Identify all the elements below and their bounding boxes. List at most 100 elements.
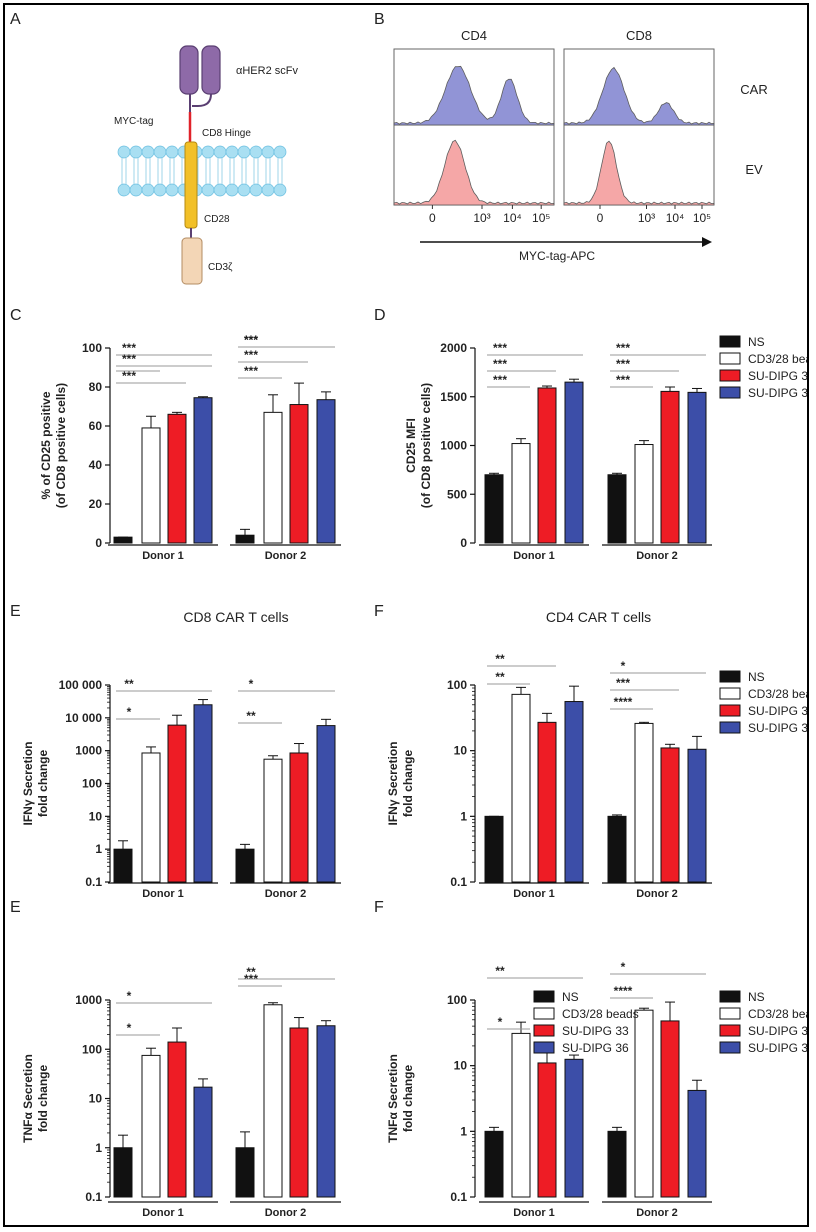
y-tick-label: 1 bbox=[95, 842, 102, 856]
bar-ns bbox=[235, 1147, 255, 1198]
y-axis-label: TNFα Secretion bbox=[386, 1054, 400, 1143]
chart-5: 0.1 1 10 100 TNFα Secretion fold change Donor … bbox=[386, 960, 712, 1219]
legend-label: CD3/28 beads bbox=[748, 1007, 807, 1021]
flow-plot-frame bbox=[393, 124, 555, 206]
bar-su-dipg-36 bbox=[687, 748, 707, 883]
chart-1: 0 500 1000 1500 2000 CD25 MFI (of CD8 positive… bbox=[404, 341, 712, 562]
lipid-head bbox=[153, 183, 167, 197]
panel-letter-c: C bbox=[10, 307, 22, 324]
bar-ns bbox=[484, 1130, 504, 1198]
donor-label: Donor 2 bbox=[265, 1207, 307, 1219]
legend-label: NS bbox=[748, 335, 765, 349]
bar-su-dipg-33 bbox=[537, 721, 557, 883]
legend-label: SU-DIPG 36 bbox=[748, 721, 807, 735]
y-axis-label: fold change bbox=[401, 750, 415, 818]
y-tick-label: 0.1 bbox=[85, 875, 102, 889]
bar-cd3-28-beads bbox=[634, 444, 654, 544]
flow-plot-frame bbox=[563, 48, 715, 126]
chart-2: 0.1 1 10 100 1000 10 000 100 000 IFNγ Secretion… bbox=[21, 609, 341, 900]
y-tick-label: 0.1 bbox=[85, 1190, 102, 1204]
chart-0: 0 20 40 60 80 100 % of CD25 positive (of CD8 po… bbox=[39, 333, 341, 562]
y-tick-label: 1 bbox=[95, 1141, 102, 1155]
flow-panel: CD4 CD8 CAR EV 0 10³ 10⁴ 10⁵ 0 10³ 10⁴ 10⁵ MYC-tag-A… bbox=[393, 28, 768, 263]
flow-column-label: CD8 bbox=[626, 28, 652, 43]
legend-swatch bbox=[533, 1024, 555, 1037]
bar-cd3-28-beads bbox=[634, 722, 654, 883]
y-tick-label: 80 bbox=[89, 380, 103, 394]
significance-label: * bbox=[621, 659, 626, 673]
lipid-head bbox=[165, 145, 179, 159]
legend-swatch bbox=[719, 704, 741, 717]
y-tick-label: 10 000 bbox=[65, 711, 102, 725]
legend-label: SU-DIPG 33 bbox=[748, 369, 807, 383]
y-tick-label: 100 bbox=[82, 777, 102, 791]
y-axis-label: CD25 MFI bbox=[404, 418, 418, 473]
donor-label: Donor 2 bbox=[265, 550, 307, 562]
bar-ns bbox=[235, 534, 255, 544]
flow-tick-label: 0 bbox=[597, 211, 604, 225]
significance-label: *** bbox=[244, 333, 258, 347]
scfv-label: αHER2 scFv bbox=[236, 65, 298, 77]
bar-su-dipg-33 bbox=[289, 1027, 309, 1198]
legend-label: SU-DIPG 36 bbox=[562, 1041, 629, 1055]
bar-su-dipg-33 bbox=[289, 752, 309, 883]
y-tick-label: 10 bbox=[454, 744, 468, 758]
legend-label: SU-DIPG 33 bbox=[748, 704, 807, 718]
car-histogram-cd8 bbox=[563, 66, 715, 126]
flow-tick-label: 10⁴ bbox=[503, 211, 522, 225]
lipid-head bbox=[117, 145, 131, 159]
significance-label: * bbox=[127, 989, 132, 1003]
legend-label: SU-DIPG 33 bbox=[562, 1024, 629, 1038]
y-tick-label: 1500 bbox=[440, 390, 467, 404]
legend-swatch bbox=[719, 687, 741, 700]
significance-label: * bbox=[127, 1021, 132, 1035]
y-tick-label: 100 bbox=[447, 678, 467, 692]
bar-ns bbox=[113, 848, 133, 883]
significance-label: *** bbox=[493, 357, 507, 371]
y-tick-label: 1000 bbox=[75, 744, 102, 758]
bar-ns bbox=[235, 848, 255, 883]
lipid-head bbox=[141, 145, 155, 159]
bar-cd3-28-beads bbox=[263, 1004, 283, 1198]
significance-label: *** bbox=[122, 369, 136, 383]
significance-label: *** bbox=[616, 676, 630, 690]
significance-label: *** bbox=[493, 341, 507, 355]
y-axis-label: fold change bbox=[36, 750, 50, 818]
donor-label: Donor 1 bbox=[513, 1207, 555, 1219]
donor-label: Donor 2 bbox=[265, 888, 307, 900]
lipid-head bbox=[117, 183, 131, 197]
y-axis-label: IFNγ Secretion bbox=[386, 741, 400, 825]
bar-su-dipg-33 bbox=[289, 404, 309, 544]
car-histogram-cd4 bbox=[393, 65, 555, 126]
scfv-linker bbox=[192, 93, 212, 107]
donor-label: Donor 1 bbox=[513, 888, 555, 900]
donor-label: Donor 1 bbox=[142, 550, 184, 562]
significance-label: *** bbox=[616, 357, 630, 371]
legend-swatch bbox=[533, 1007, 555, 1020]
bar-su-dipg-36 bbox=[687, 1089, 707, 1198]
panel-letter-f: F bbox=[374, 603, 384, 620]
y-tick-label: 1 bbox=[460, 809, 467, 823]
lipid-head bbox=[129, 183, 143, 197]
legend-swatch bbox=[719, 721, 741, 734]
panel-letter-b: B bbox=[374, 11, 385, 28]
hinge-label: CD8 Hinge bbox=[202, 128, 251, 139]
legend-label: CD3/28 beads bbox=[562, 1007, 639, 1021]
lipid-head bbox=[201, 183, 215, 197]
bar-su-dipg-36 bbox=[564, 381, 584, 544]
donor-label: Donor 1 bbox=[142, 1207, 184, 1219]
panel-letter-e: E bbox=[10, 603, 21, 620]
donor-label: Donor 2 bbox=[636, 1207, 678, 1219]
legend-swatch bbox=[719, 386, 741, 399]
legend-label: CD3/28 beads bbox=[748, 687, 807, 701]
flow-row-label-ev: EV bbox=[745, 162, 763, 177]
y-tick-label: 100 bbox=[82, 1042, 102, 1056]
y-axis-label: TNFα Secretion bbox=[21, 1054, 35, 1143]
lipid-head bbox=[141, 183, 155, 197]
donor-label: Donor 1 bbox=[142, 888, 184, 900]
lipid-head bbox=[249, 145, 263, 159]
lipid-head bbox=[225, 145, 239, 159]
y-tick-label: 0 bbox=[460, 536, 467, 550]
y-tick-label: 0.1 bbox=[450, 875, 467, 889]
bar-cd3-28-beads bbox=[511, 1032, 531, 1198]
